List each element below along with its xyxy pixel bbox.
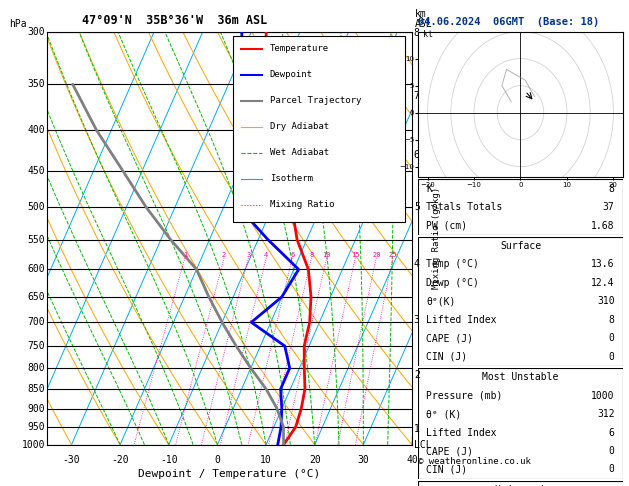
- Text: K: K: [426, 184, 432, 193]
- Text: CAPE (J): CAPE (J): [426, 446, 474, 456]
- Text: 450: 450: [28, 166, 45, 176]
- Text: 5: 5: [414, 202, 420, 212]
- Text: Mixing Ratio (g/kg): Mixing Ratio (g/kg): [432, 187, 441, 289]
- Text: LCL: LCL: [414, 440, 431, 450]
- Text: Lifted Index: Lifted Index: [426, 315, 497, 325]
- Text: 1: 1: [183, 252, 187, 258]
- Text: 2: 2: [414, 369, 420, 380]
- Text: 0: 0: [609, 352, 615, 362]
- Text: km
ASL: km ASL: [415, 9, 433, 29]
- Text: 30: 30: [357, 455, 369, 465]
- Text: 12.4: 12.4: [591, 278, 615, 288]
- Text: Wet Adiabat: Wet Adiabat: [270, 148, 329, 157]
- Text: 10: 10: [260, 455, 272, 465]
- Text: -20: -20: [111, 455, 129, 465]
- Text: 0: 0: [609, 333, 615, 343]
- Text: Dewp (°C): Dewp (°C): [426, 278, 479, 288]
- Text: © weatheronline.co.uk: © weatheronline.co.uk: [418, 457, 531, 466]
- Text: Most Unstable: Most Unstable: [482, 372, 559, 382]
- Text: Totals Totals: Totals Totals: [426, 202, 503, 212]
- Text: 10: 10: [323, 252, 331, 258]
- Text: 8: 8: [309, 252, 314, 258]
- Text: 850: 850: [28, 384, 45, 394]
- Text: 300: 300: [28, 27, 45, 36]
- Text: Temperature: Temperature: [270, 44, 329, 53]
- Text: 6: 6: [414, 150, 420, 160]
- Text: -10: -10: [160, 455, 177, 465]
- Text: 3: 3: [414, 315, 420, 325]
- Text: 400: 400: [28, 125, 45, 135]
- Bar: [233, 35, 404, 222]
- Text: 1: 1: [414, 424, 420, 434]
- Text: PW (cm): PW (cm): [426, 221, 467, 230]
- Text: hPa: hPa: [9, 19, 27, 29]
- Text: 310: 310: [597, 296, 615, 306]
- Text: 900: 900: [28, 403, 45, 414]
- Text: 8: 8: [609, 315, 615, 325]
- Text: Dewpoint / Temperature (°C): Dewpoint / Temperature (°C): [138, 469, 321, 480]
- Text: 8: 8: [609, 184, 615, 193]
- Text: 13.6: 13.6: [591, 260, 615, 269]
- Text: 37: 37: [603, 202, 615, 212]
- Text: 1000: 1000: [591, 391, 615, 400]
- Text: 312: 312: [597, 409, 615, 419]
- Text: 20: 20: [309, 455, 321, 465]
- Text: 4: 4: [264, 252, 269, 258]
- Text: Lifted Index: Lifted Index: [426, 428, 497, 437]
- Text: 40: 40: [406, 455, 418, 465]
- Text: θᵉ(K): θᵉ(K): [426, 296, 456, 306]
- Text: 700: 700: [28, 317, 45, 327]
- Text: 750: 750: [28, 341, 45, 351]
- Text: Hodograph: Hodograph: [494, 485, 547, 486]
- Text: 0: 0: [609, 446, 615, 456]
- Text: 600: 600: [28, 264, 45, 275]
- Text: Isotherm: Isotherm: [270, 174, 313, 183]
- Text: 47°09'N  35B°36'W  36m ASL: 47°09'N 35B°36'W 36m ASL: [82, 14, 267, 27]
- Text: Temp (°C): Temp (°C): [426, 260, 479, 269]
- Text: 04.06.2024  06GMT  (Base: 18): 04.06.2024 06GMT (Base: 18): [418, 17, 599, 27]
- Text: -30: -30: [63, 455, 81, 465]
- Text: 6: 6: [290, 252, 294, 258]
- Text: 4: 4: [414, 259, 420, 269]
- Text: 3: 3: [247, 252, 250, 258]
- Text: 7: 7: [414, 91, 420, 101]
- Text: Pressure (mb): Pressure (mb): [426, 391, 503, 400]
- Text: Dry Adiabat: Dry Adiabat: [270, 122, 329, 131]
- Text: 550: 550: [28, 235, 45, 244]
- Text: Mixing Ratio: Mixing Ratio: [270, 200, 334, 209]
- Text: 2: 2: [222, 252, 226, 258]
- Text: 6: 6: [609, 428, 615, 437]
- Text: 0: 0: [609, 465, 615, 474]
- Text: CIN (J): CIN (J): [426, 352, 467, 362]
- Text: 0: 0: [214, 455, 220, 465]
- Text: CIN (J): CIN (J): [426, 465, 467, 474]
- Text: 25: 25: [389, 252, 397, 258]
- Text: kt: kt: [423, 30, 433, 39]
- Text: 800: 800: [28, 363, 45, 373]
- Text: θᵉ (K): θᵉ (K): [426, 409, 462, 419]
- Text: 1.68: 1.68: [591, 221, 615, 230]
- Text: 20: 20: [372, 252, 381, 258]
- Text: 8: 8: [414, 28, 420, 38]
- Text: Dewpoint: Dewpoint: [270, 70, 313, 79]
- Text: 500: 500: [28, 202, 45, 212]
- Text: Surface: Surface: [500, 241, 541, 251]
- Text: 1000: 1000: [22, 440, 45, 450]
- Text: 650: 650: [28, 292, 45, 302]
- Text: 350: 350: [28, 80, 45, 89]
- Text: Parcel Trajectory: Parcel Trajectory: [270, 96, 361, 105]
- Text: 950: 950: [28, 422, 45, 432]
- Text: 15: 15: [351, 252, 360, 258]
- Text: CAPE (J): CAPE (J): [426, 333, 474, 343]
